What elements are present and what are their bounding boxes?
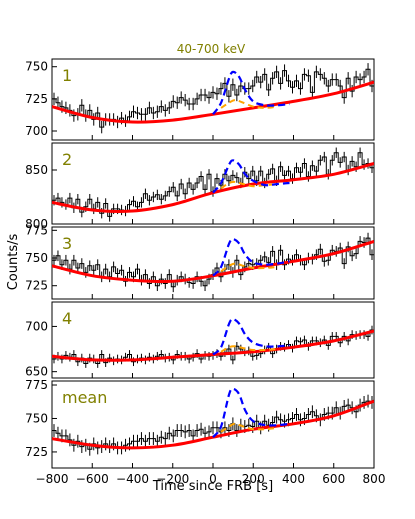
y-tick-label: 800 [25, 217, 48, 231]
burst-model-weak-line [220, 422, 278, 433]
x-axis-label: Time since FRB [s] [152, 479, 273, 494]
x-tick-label: 800 [363, 472, 386, 486]
panel-plot-area [52, 232, 374, 293]
panel-4: 650 700 4 [25, 301, 375, 379]
burst-model-weak-line [220, 180, 278, 190]
x-tick-label: 600 [322, 472, 345, 486]
panel-frame [51, 58, 375, 141]
y-tick-label: 775 [25, 378, 48, 392]
panel-2: 800 850 2 [25, 142, 375, 231]
burst-model-strong-line [212, 387, 290, 438]
chart-title: 40-700 keV [177, 42, 246, 56]
panel-3: 725 750 775 3 [25, 223, 375, 300]
burst-model-strong-line [212, 159, 290, 194]
y-tick-label: 700 [25, 124, 48, 138]
y-axis-label: Counts/s [6, 234, 21, 291]
panel-label: mean [62, 388, 107, 407]
panel-label: 3 [62, 234, 72, 253]
y-tick-label: 750 [25, 251, 48, 265]
panel-label: 4 [62, 309, 72, 328]
burst-model-weak-line [220, 345, 278, 353]
y-tick-label: 750 [25, 411, 48, 425]
panel-plot-area [52, 387, 374, 456]
panel-frame [51, 226, 375, 300]
y-tick-label: 750 [25, 60, 48, 74]
y-tick-label: 650 [25, 365, 48, 379]
y-tick-label: 850 [25, 163, 48, 177]
panel-1: 700 725 750 1 [25, 58, 375, 141]
x-tick-label: 0 [209, 472, 217, 486]
panel-label: 1 [62, 66, 72, 85]
panel-label: 2 [62, 150, 72, 169]
x-tick-label: −400 [116, 472, 149, 486]
x-tick-label: −800 [36, 472, 69, 486]
burst-model-strong-line [212, 70, 290, 115]
burst-model-weak-line [220, 99, 278, 109]
panel-5: 725 750 775 −800 −600 −400 −200 0 200 400 600 800 me… [25, 378, 385, 486]
burst-model-strong-line [212, 238, 290, 277]
burst-model-strong-line [212, 318, 290, 356]
background-fit-line [52, 329, 374, 362]
panel-plot-area [52, 147, 374, 222]
panels-group: 700 725 750 1 800 850 2 725 750 775 3 650 700 4 725 750… [25, 58, 385, 486]
data-histogram [52, 152, 374, 217]
x-tick-label: 200 [242, 472, 265, 486]
x-tick-label: −600 [76, 472, 109, 486]
panel-plot-area [52, 63, 374, 134]
y-tick-label: 700 [25, 319, 48, 333]
x-tick-label: 400 [282, 472, 305, 486]
y-tick-label: 725 [25, 92, 48, 106]
y-tick-label: 725 [25, 279, 48, 293]
panel-plot-area [52, 318, 374, 368]
x-tick-label: −200 [156, 472, 189, 486]
y-tick-label: 725 [25, 445, 48, 459]
data-histogram [52, 68, 374, 128]
y-tick-label: 775 [25, 223, 48, 237]
burst-model-weak-line [220, 262, 278, 273]
